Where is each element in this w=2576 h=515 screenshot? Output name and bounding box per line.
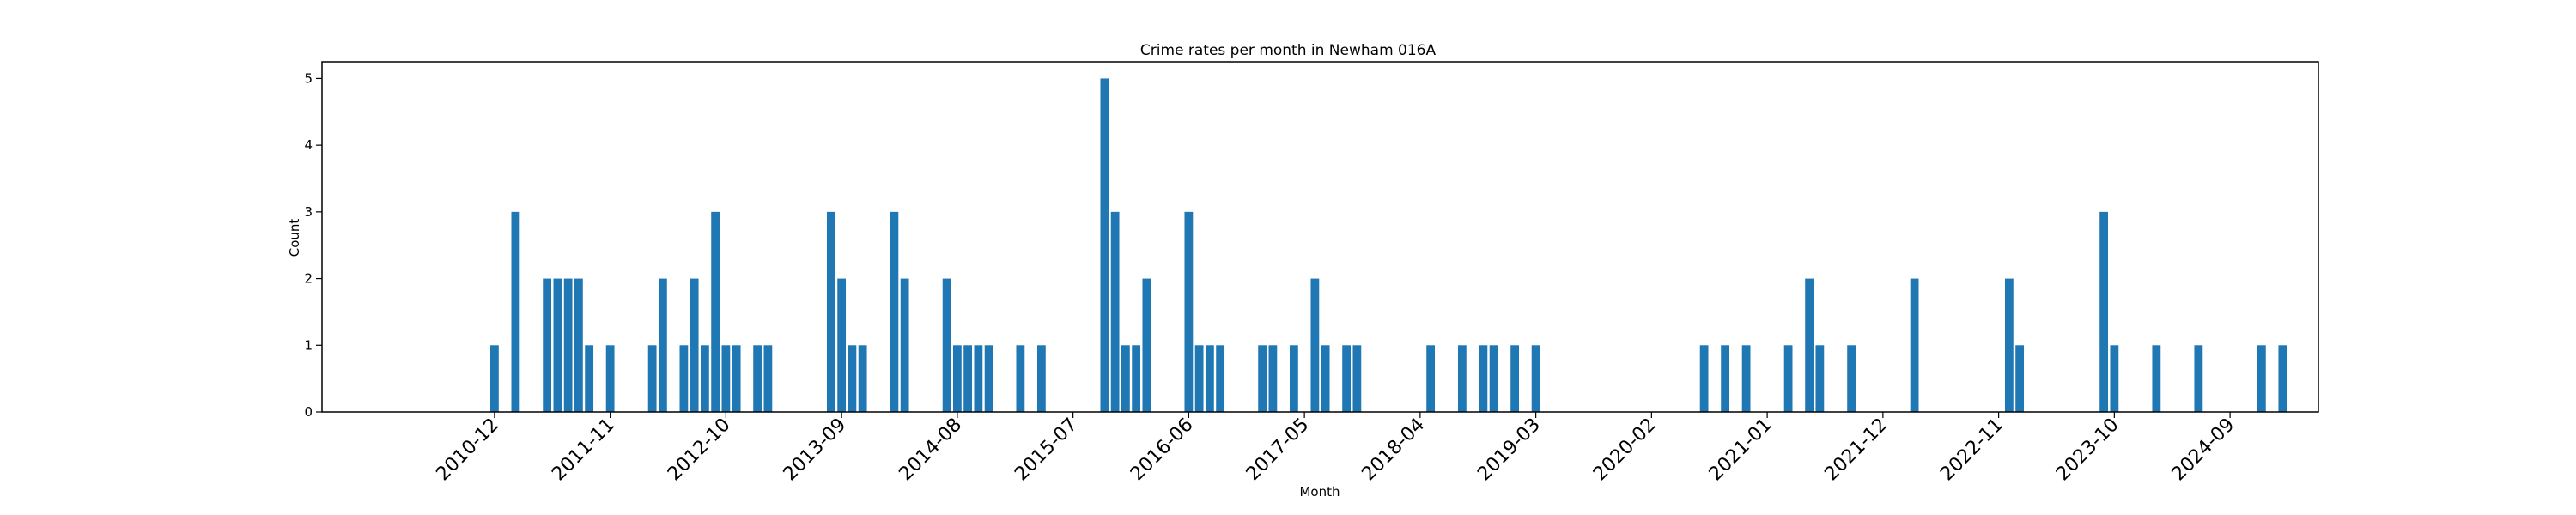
bar-2023-10 [2110,345,2118,412]
bar-2012-07 [690,279,699,412]
bar-2022-12 [2005,279,2014,412]
bar-2011-11 [606,345,615,412]
bar-2024-12 [2257,345,2266,412]
bar-2020-11 [1742,345,1751,412]
y-tick-label-4: 4 [304,137,313,153]
bar-2019-01 [1510,345,1519,412]
bar-2015-04 [1037,345,1046,412]
bar-2021-09 [1847,345,1856,412]
bar-2018-05 [1426,345,1435,412]
bar-2013-11 [859,345,867,412]
bar-2012-03 [648,345,657,412]
bar-2014-02 [890,212,898,412]
bar-2015-02 [1016,345,1024,412]
y-tick-label-3: 3 [304,204,313,220]
bar-2014-10 [974,345,982,412]
bar-2018-11 [1490,345,1498,412]
bar-2017-02 [1268,345,1277,412]
bar-2014-08 [953,345,962,412]
bar-2021-06 [1815,345,1824,412]
bar-2012-06 [679,345,688,412]
bar-2012-11 [732,345,741,412]
bar-2014-11 [985,345,993,412]
y-axis-label: Count [287,219,302,258]
bar-2014-07 [943,279,951,412]
bar-2013-10 [848,345,856,412]
bar-2016-06 [1184,212,1193,412]
bar-2011-07 [564,279,573,412]
bar-2019-03 [1532,345,1540,412]
bar-2017-10 [1352,345,1361,412]
bar-2011-05 [543,279,551,412]
bar-2016-09 [1216,345,1224,412]
bar-2017-07 [1321,345,1330,412]
x-axis-label: Month [1299,484,1340,500]
bar-2022-03 [1911,279,1919,412]
y-tick-label-2: 2 [304,271,313,287]
bar-2023-01 [2015,345,2024,412]
bar-2025-02 [2278,345,2287,412]
bar-2013-02 [763,345,772,412]
bar-2012-08 [701,345,709,412]
bar-2015-10 [1100,78,1109,412]
bar-2020-07 [1700,345,1709,412]
bar-2018-08 [1458,345,1467,412]
chart-title: Crime rates per month in Newham 016A [1140,42,1437,59]
bar-2016-01 [1132,345,1140,412]
bar-2017-01 [1258,345,1267,412]
bar-2021-03 [1784,345,1793,412]
y-tick-label-0: 0 [304,404,313,420]
bar-2012-10 [721,345,730,412]
bar-2013-08 [827,212,835,412]
y-tick-label-5: 5 [304,70,313,86]
bar-2011-02 [512,212,520,412]
bar-2012-09 [711,212,720,412]
bar-2017-04 [1290,345,1298,412]
bar-2021-05 [1805,279,1814,412]
bar-2016-02 [1142,279,1151,412]
bar-2017-06 [1310,279,1319,412]
bar-2012-04 [659,279,667,412]
bar-2024-02 [2152,345,2160,412]
bar-2024-06 [2194,345,2202,412]
bar-2011-06 [553,279,562,412]
bar-2023-09 [2099,212,2108,412]
bar-2011-09 [585,345,593,412]
bar-2015-12 [1121,345,1130,412]
bar-2013-01 [753,345,762,412]
bar-2015-11 [1111,212,1120,412]
bar-2017-09 [1342,345,1351,412]
bar-2018-10 [1479,345,1487,412]
bar-2020-09 [1721,345,1729,412]
bar-2010-12 [490,345,499,412]
bar-2013-09 [837,279,846,412]
bar-2014-09 [963,345,972,412]
bar-2016-07 [1195,345,1204,412]
bar-2016-08 [1206,345,1214,412]
bar-2011-08 [574,279,583,412]
y-tick-label-1: 1 [304,337,313,353]
bar-2014-03 [901,279,909,412]
